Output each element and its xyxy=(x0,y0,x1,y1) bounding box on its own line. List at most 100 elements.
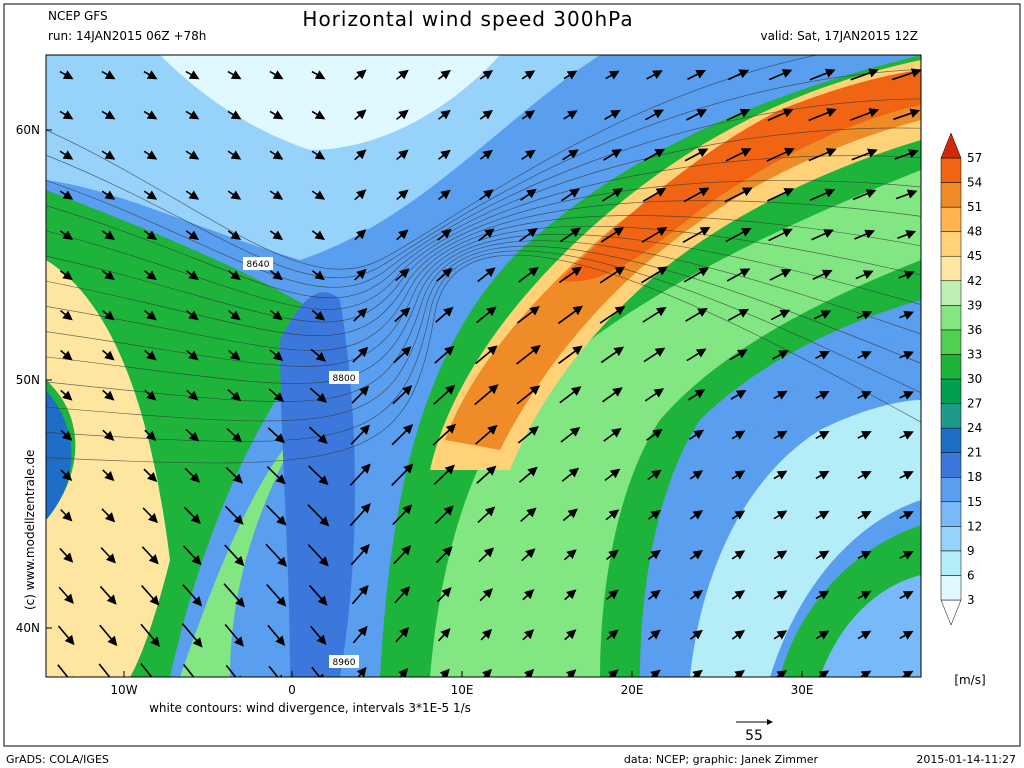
colorbar-unit: [m/s] xyxy=(954,673,985,687)
colorbar-swatch xyxy=(940,157,962,183)
wind-arrow xyxy=(687,70,706,80)
field-band xyxy=(46,390,72,520)
lat-label: 60N xyxy=(16,123,40,137)
wind-arrow xyxy=(895,189,918,200)
wind-arrow xyxy=(730,389,747,400)
wind-arrow xyxy=(225,664,243,677)
wind-arrow xyxy=(144,429,157,441)
wind-arrow xyxy=(308,426,328,444)
wind-arrow xyxy=(141,585,160,606)
contour-label-box xyxy=(329,371,359,384)
wind-arrow xyxy=(311,110,326,120)
wind-arrow xyxy=(899,511,914,520)
watermark: (c) www.modellzentrale.de xyxy=(23,450,37,610)
wind-arrow xyxy=(143,150,158,160)
wind-arrow xyxy=(599,305,626,324)
wind-arrow xyxy=(60,310,73,321)
wind-arrow xyxy=(59,190,74,200)
wind-arrow xyxy=(521,548,536,562)
wind-arrow xyxy=(518,466,538,483)
wind-arrow xyxy=(311,150,326,160)
wind-arrow xyxy=(563,110,578,120)
wind-arrow xyxy=(857,471,872,480)
colorbar-swatch xyxy=(940,452,962,478)
wind-arrow xyxy=(349,463,371,486)
lat-label: 40N xyxy=(16,621,40,635)
wind-arrow xyxy=(354,189,367,201)
colorbar-swatch xyxy=(940,231,962,257)
wind-arrow xyxy=(689,629,703,640)
wind-arrow xyxy=(60,349,73,361)
wind-arrow xyxy=(642,307,667,323)
colorbar-triangle xyxy=(940,132,962,159)
colorbar-swatch xyxy=(940,526,962,552)
wind-arrow xyxy=(311,270,325,281)
wind-arrow xyxy=(101,230,116,240)
wind-arrow xyxy=(101,190,116,200)
wind-arrow xyxy=(808,108,837,122)
wind-arrow xyxy=(143,230,158,240)
wind-arrow xyxy=(809,188,836,201)
wind-arrow xyxy=(566,669,577,677)
wind-arrow xyxy=(227,150,242,160)
wind-arrow xyxy=(899,431,914,440)
wind-arrow xyxy=(521,110,536,120)
wind-arrow xyxy=(561,467,580,482)
wind-arrow xyxy=(144,389,157,401)
wind-arrow xyxy=(643,347,666,363)
wind-arrow xyxy=(478,547,495,563)
field-band xyxy=(180,430,300,677)
wind-arrow xyxy=(59,150,74,160)
wind-arrow xyxy=(224,544,245,567)
wind-arrow xyxy=(350,424,370,445)
contour-line xyxy=(46,215,921,351)
wind-arrow xyxy=(102,310,115,321)
wind-arrow xyxy=(518,266,539,283)
wind-arrow xyxy=(352,346,369,363)
wind-arrow xyxy=(102,469,115,482)
wind-arrow xyxy=(773,590,788,600)
wind-arrow xyxy=(899,551,914,560)
contour-note: white contours: wind divergence, interva… xyxy=(149,701,471,715)
wind-arrow xyxy=(101,150,116,160)
wind-arrow xyxy=(519,227,538,242)
colorbar-label: 39 xyxy=(967,298,982,312)
colorbar-swatch xyxy=(940,501,962,527)
wind-arrow xyxy=(731,590,746,600)
wind-arrow xyxy=(647,549,661,560)
wind-arrow xyxy=(857,630,872,640)
reference-speed: 55 xyxy=(745,728,763,744)
wind-arrow xyxy=(228,349,241,361)
wind-arrow xyxy=(811,229,834,241)
wind-arrow xyxy=(815,351,830,360)
wind-arrow xyxy=(354,268,367,281)
wind-arrow xyxy=(857,550,872,560)
wind-arrow xyxy=(600,346,625,364)
wind-arrow xyxy=(601,188,624,202)
wind-arrow xyxy=(439,668,450,677)
lon-label: 0 xyxy=(288,683,296,697)
wind-arrow xyxy=(815,391,830,400)
contour-line xyxy=(46,127,921,299)
wind-arrow xyxy=(308,465,329,486)
wind-arrow xyxy=(266,584,287,607)
wind-arrow xyxy=(647,469,662,481)
footer-software: GrADS: COLA/IGES xyxy=(6,753,109,766)
wind-arrow xyxy=(817,670,830,677)
wind-arrow xyxy=(815,470,830,480)
wind-arrow xyxy=(641,227,668,243)
wind-arrow xyxy=(186,389,199,401)
wind-arrow xyxy=(476,306,497,324)
wind-arrow xyxy=(350,544,370,566)
wind-arrow xyxy=(392,385,413,405)
wind-arrow xyxy=(725,148,752,162)
wind-arrow xyxy=(437,69,451,80)
wind-arrow xyxy=(267,624,286,646)
wind-arrow xyxy=(392,504,413,526)
wind-arrow xyxy=(59,270,73,281)
wind-arrow xyxy=(59,230,74,240)
wind-arrow xyxy=(435,546,453,564)
wind-arrow xyxy=(140,663,153,677)
wind-arrow xyxy=(268,665,284,677)
